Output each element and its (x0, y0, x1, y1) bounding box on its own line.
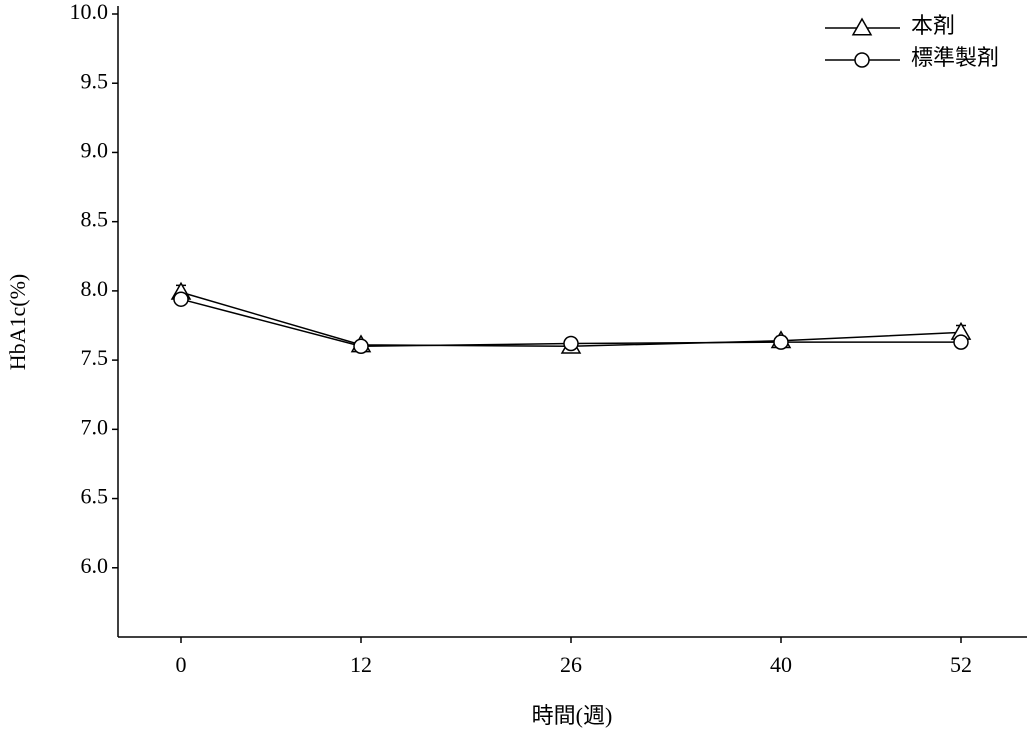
x-tick-label: 52 (950, 652, 972, 677)
y-tick-label: 6.5 (81, 484, 109, 509)
marker-circle (173, 291, 189, 307)
y-axis-label: HbA1c(%) (5, 274, 30, 371)
y-tick-label: 8.0 (81, 276, 109, 301)
x-tick-label: 26 (560, 652, 582, 677)
marker-circle (953, 334, 969, 350)
y-tick-label: 9.5 (81, 68, 109, 93)
marker-circle (773, 334, 789, 350)
y-tick-label: 7.5 (81, 345, 109, 370)
legend-label: 本剤 (911, 13, 955, 38)
y-tick-label: 8.5 (81, 207, 109, 232)
y-tick-label: 6.0 (81, 553, 109, 578)
marker-circle (353, 338, 369, 355)
marker-circle (563, 335, 579, 352)
y-tick-label: 7.0 (81, 414, 109, 439)
x-tick-label: 12 (350, 652, 372, 677)
x-tick-label: 40 (770, 652, 792, 677)
x-axis-label: 時間(週) (532, 703, 613, 728)
legend-marker (851, 17, 873, 36)
y-tick-label: 9.0 (81, 137, 109, 162)
y-tick-label: 10.0 (70, 0, 109, 24)
legend-label: 標準製剤 (911, 45, 999, 70)
legend-marker (854, 52, 870, 68)
x-tick-label: 0 (176, 652, 187, 677)
